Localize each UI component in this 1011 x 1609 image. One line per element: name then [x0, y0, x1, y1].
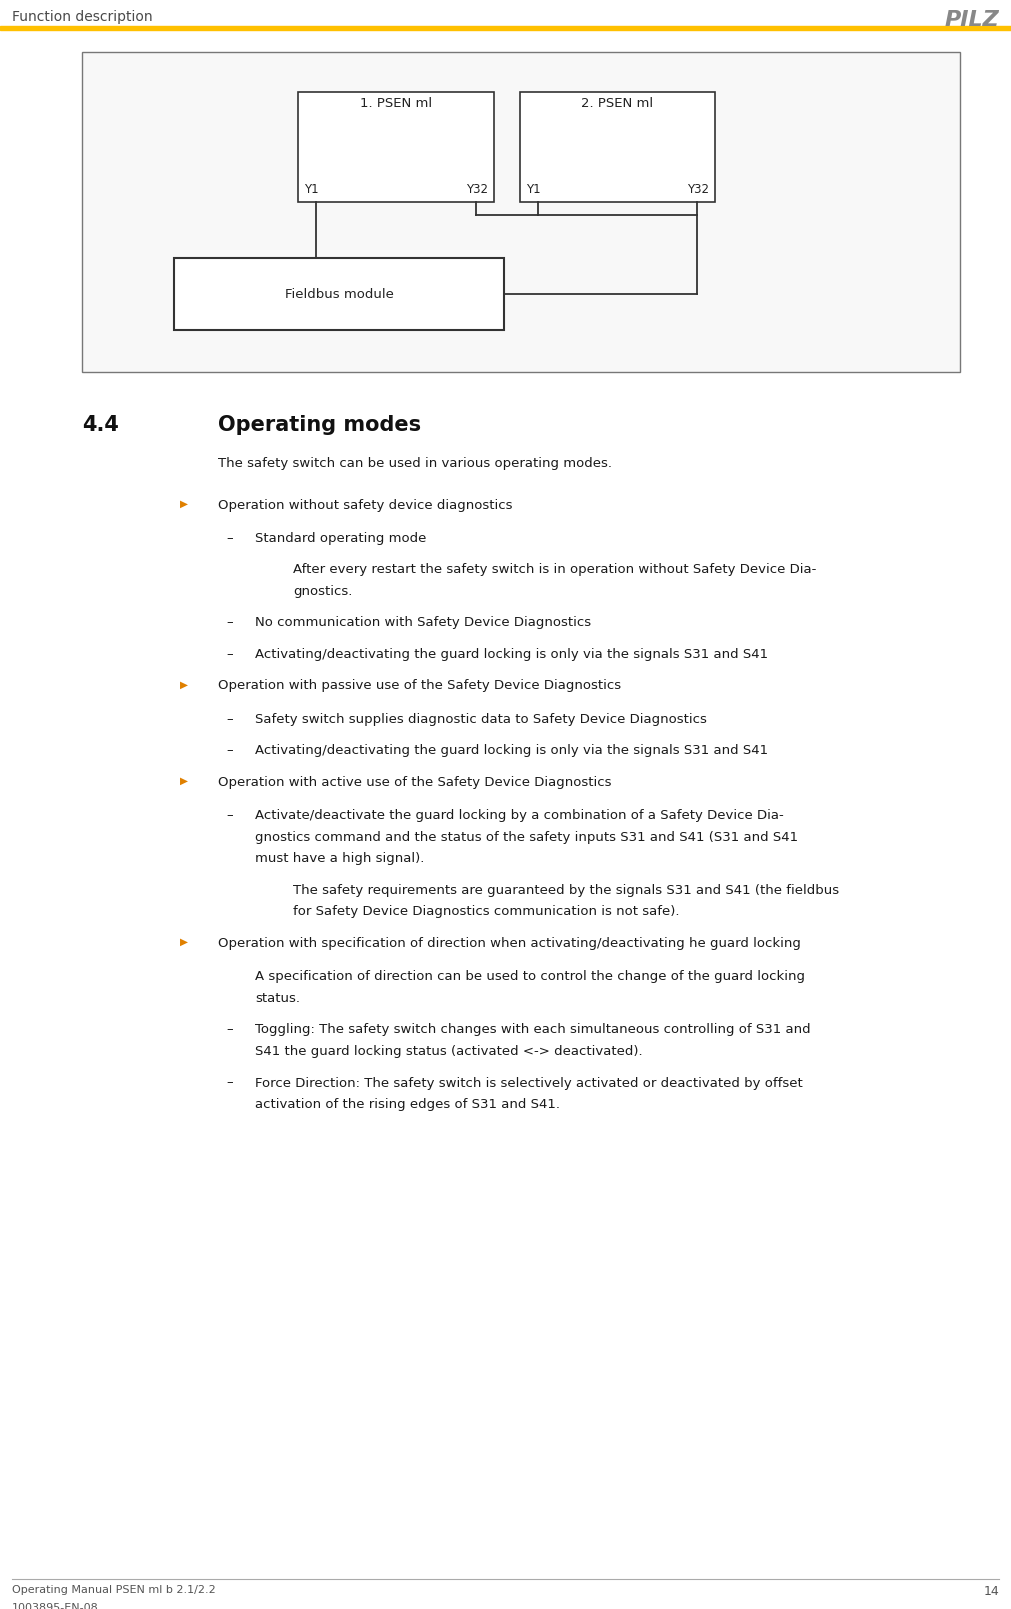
Text: –: –: [226, 616, 233, 629]
Text: –: –: [226, 745, 233, 758]
Text: Function description: Function description: [12, 10, 153, 24]
Text: 1. PSEN ml: 1. PSEN ml: [360, 97, 432, 109]
Text: –: –: [226, 713, 233, 726]
Text: –: –: [226, 648, 233, 661]
Text: ▶: ▶: [180, 936, 188, 948]
Bar: [520, 92, 715, 203]
Text: Operation with passive use of the Safety Device Diagnostics: Operation with passive use of the Safety…: [218, 679, 621, 692]
Text: for Safety Device Diagnostics communication is not safe).: for Safety Device Diagnostics communicat…: [293, 906, 679, 919]
Text: S41 the guard locking status (activated <-> deactivated).: S41 the guard locking status (activated …: [255, 1044, 643, 1059]
Text: must have a high signal).: must have a high signal).: [255, 853, 425, 866]
Text: 1003895-EN-08: 1003895-EN-08: [12, 1603, 99, 1609]
Text: 4.4: 4.4: [82, 415, 119, 434]
Text: Operation without safety device diagnostics: Operation without safety device diagnost…: [218, 499, 513, 512]
Text: status.: status.: [255, 993, 300, 1006]
Text: ▶: ▶: [180, 499, 188, 508]
Bar: [82, 51, 960, 372]
Text: Toggling: The safety switch changes with each simultaneous controlling of S31 an: Toggling: The safety switch changes with…: [255, 1023, 811, 1036]
Text: The safety switch can be used in various operating modes.: The safety switch can be used in various…: [218, 457, 612, 470]
Text: gnostics command and the status of the safety inputs S31 and S41 (S31 and S41: gnostics command and the status of the s…: [255, 830, 798, 845]
Bar: [174, 257, 504, 330]
Text: –: –: [226, 533, 233, 545]
Text: Standard operating mode: Standard operating mode: [255, 533, 427, 545]
Text: Operation with active use of the Safety Device Diagnostics: Operation with active use of the Safety …: [218, 776, 612, 788]
Text: –: –: [226, 1076, 233, 1089]
Text: PILZ: PILZ: [944, 10, 999, 31]
Text: gnostics.: gnostics.: [293, 586, 353, 599]
Text: Operating Manual PSEN ml b 2.1/2.2: Operating Manual PSEN ml b 2.1/2.2: [12, 1585, 215, 1595]
Text: Y1: Y1: [304, 183, 318, 196]
Text: After every restart the safety switch is in operation without Safety Device Dia-: After every restart the safety switch is…: [293, 563, 816, 576]
Text: Operating modes: Operating modes: [218, 415, 422, 434]
Text: –: –: [226, 1023, 233, 1036]
Bar: [0, 26, 1011, 31]
Text: ▶: ▶: [180, 679, 188, 690]
Text: Operation with specification of direction when activating/deactivating he guard : Operation with specification of directio…: [218, 936, 801, 949]
Text: 14: 14: [984, 1585, 999, 1598]
Text: Activating/deactivating the guard locking is only via the signals S31 and S41: Activating/deactivating the guard lockin…: [255, 648, 768, 661]
Text: ▶: ▶: [180, 776, 188, 787]
Text: Activating/deactivating the guard locking is only via the signals S31 and S41: Activating/deactivating the guard lockin…: [255, 745, 768, 758]
Text: Activate/deactivate the guard locking by a combination of a Safety Device Dia-: Activate/deactivate the guard locking by…: [255, 809, 784, 822]
Text: 2. PSEN ml: 2. PSEN ml: [581, 97, 653, 109]
Text: Y32: Y32: [687, 183, 709, 196]
Text: Y32: Y32: [466, 183, 488, 196]
Text: Force Direction: The safety switch is selectively activated or deactivated by of: Force Direction: The safety switch is se…: [255, 1076, 803, 1089]
Text: A specification of direction can be used to control the change of the guard lock: A specification of direction can be used…: [255, 970, 805, 983]
Bar: [298, 92, 494, 203]
Text: No communication with Safety Device Diagnostics: No communication with Safety Device Diag…: [255, 616, 591, 629]
Text: Fieldbus module: Fieldbus module: [284, 288, 393, 301]
Text: activation of the rising edges of S31 and S41.: activation of the rising edges of S31 an…: [255, 1097, 560, 1110]
Text: Safety switch supplies diagnostic data to Safety Device Diagnostics: Safety switch supplies diagnostic data t…: [255, 713, 707, 726]
Text: The safety requirements are guaranteed by the signals S31 and S41 (the fieldbus: The safety requirements are guaranteed b…: [293, 883, 839, 896]
Text: –: –: [226, 809, 233, 822]
Text: Y1: Y1: [526, 183, 541, 196]
